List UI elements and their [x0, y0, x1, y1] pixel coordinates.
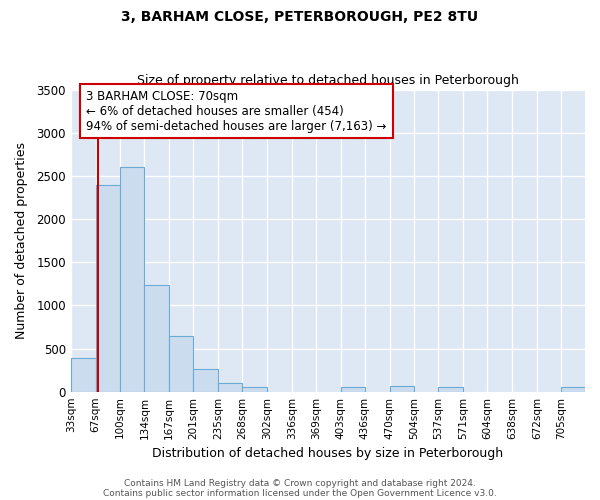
X-axis label: Distribution of detached houses by size in Peterborough: Distribution of detached houses by size …	[152, 447, 503, 460]
Bar	[218, 383, 242, 392]
Bar	[119, 167, 145, 392]
Bar	[145, 284, 169, 392]
Bar	[389, 386, 415, 392]
Title: Size of property relative to detached houses in Peterborough: Size of property relative to detached ho…	[137, 74, 519, 87]
Text: Contains public sector information licensed under the Open Government Licence v3: Contains public sector information licen…	[103, 488, 497, 498]
Bar	[561, 388, 585, 392]
Bar	[439, 388, 463, 392]
Text: 3 BARHAM CLOSE: 70sqm
← 6% of detached houses are smaller (454)
94% of semi-deta: 3 BARHAM CLOSE: 70sqm ← 6% of detached h…	[86, 90, 386, 132]
Text: Contains HM Land Registry data © Crown copyright and database right 2024.: Contains HM Land Registry data © Crown c…	[124, 478, 476, 488]
Bar	[341, 388, 365, 392]
Bar	[95, 184, 119, 392]
Y-axis label: Number of detached properties: Number of detached properties	[15, 142, 28, 339]
Text: 3, BARHAM CLOSE, PETERBOROUGH, PE2 8TU: 3, BARHAM CLOSE, PETERBOROUGH, PE2 8TU	[121, 10, 479, 24]
Bar	[71, 358, 95, 392]
Bar	[169, 336, 193, 392]
Bar	[193, 369, 218, 392]
Bar	[242, 387, 267, 392]
